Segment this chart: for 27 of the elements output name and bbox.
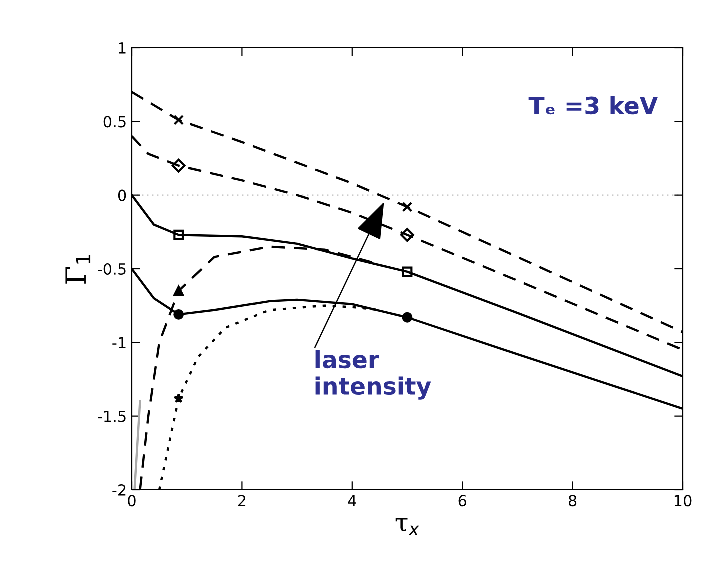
x-tick-label: 0 bbox=[128, 495, 136, 507]
point bbox=[174, 230, 184, 240]
y-tick-label: -1.5 bbox=[98, 411, 126, 422]
y-tick-label: -0.5 bbox=[98, 263, 126, 276]
x-tick-label: 2 bbox=[238, 495, 246, 506]
point bbox=[174, 309, 184, 320]
y-tick-label: 0.5 bbox=[104, 116, 126, 128]
point bbox=[402, 312, 413, 323]
x-tick-label: 10 bbox=[674, 495, 692, 507]
y-tick-label: -1 bbox=[112, 337, 126, 348]
point bbox=[402, 202, 413, 212]
point bbox=[174, 114, 184, 126]
x-axis-title: τ$_{x}$ bbox=[396, 518, 420, 536]
x-tick-label: 4 bbox=[348, 495, 356, 506]
annotation: Tₑ =3 keV bbox=[528, 96, 658, 115]
x-tick-label: 8 bbox=[568, 495, 577, 507]
y-tick-label: 1 bbox=[119, 42, 126, 54]
x-tick-label: 6 bbox=[458, 495, 466, 507]
y-tick-label: -2 bbox=[112, 484, 126, 496]
point bbox=[402, 266, 413, 278]
y-tick-label: 0 bbox=[118, 190, 126, 202]
annotation: laser intensity bbox=[316, 350, 432, 400]
point bbox=[174, 393, 184, 404]
point bbox=[400, 228, 414, 242]
point bbox=[172, 158, 186, 173]
point bbox=[174, 286, 184, 296]
y-axis-title: Γ$_{1}$ bbox=[66, 255, 91, 284]
